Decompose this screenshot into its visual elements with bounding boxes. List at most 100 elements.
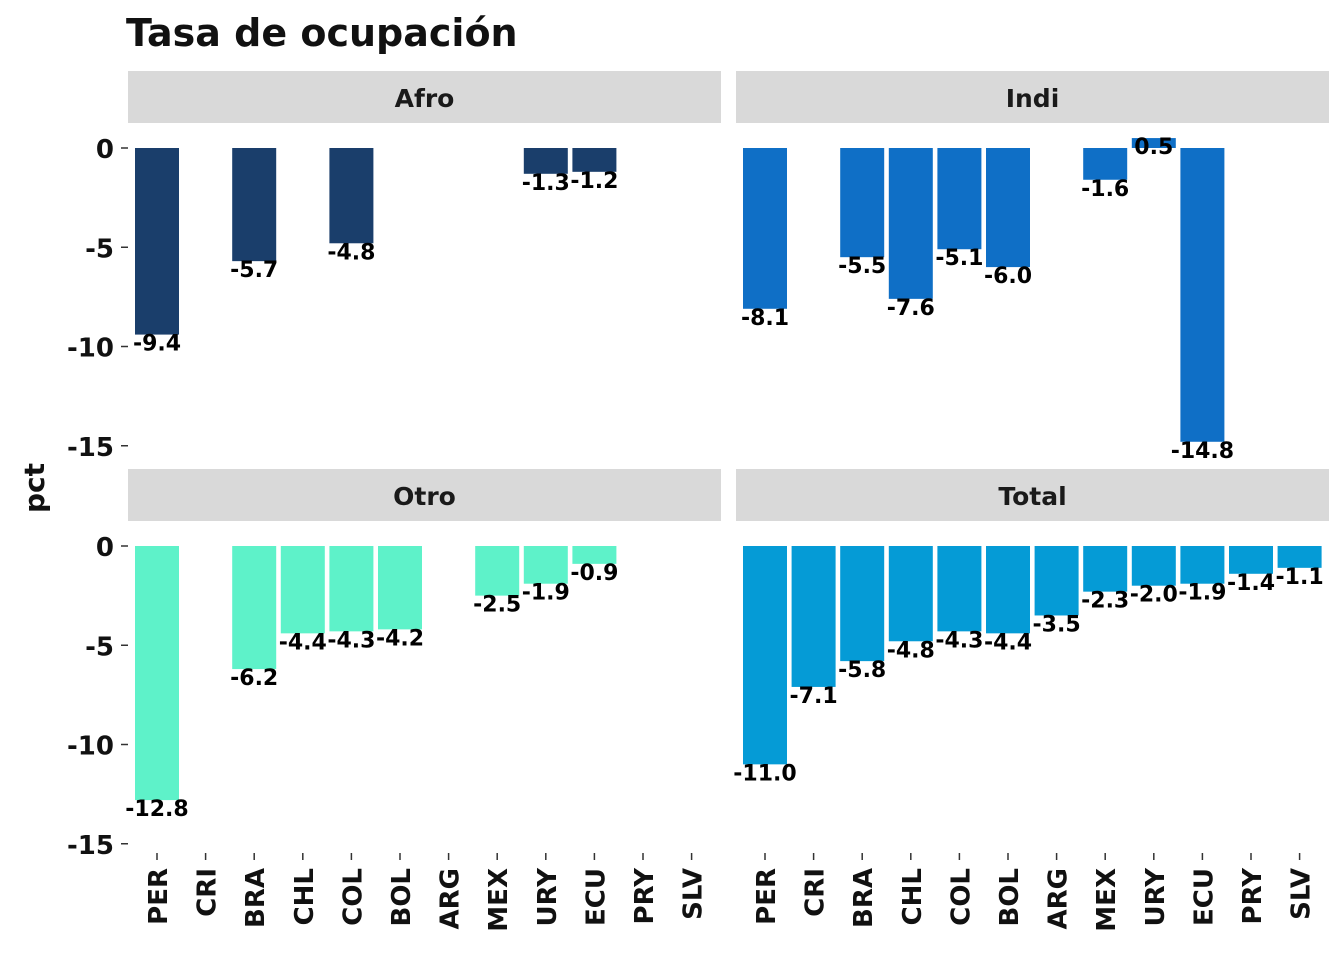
data-label: -3.5 [1033,612,1081,637]
facet-strip-label: Afro [395,84,455,113]
bar-slv [1277,546,1322,568]
facet-otro: Otro 0 -5 -10 -15 -12.8 -6.2-4.4 -4.3 -4.2 -2.5 -1… [67,469,721,932]
bar-cri [791,546,836,687]
x-tick-label: PRY [1238,867,1268,925]
data-label: -6.0 [984,264,1032,289]
data-label: -5.1 [935,246,983,271]
data-label: -5.7 [230,258,278,283]
x-tick-label: BOL [387,868,417,927]
bar-chl [888,546,933,642]
bar-ecu [572,148,617,172]
facet-strip [128,469,721,521]
bar-bra [232,148,277,262]
bar-ury [523,546,568,584]
data-label: -4.8 [327,240,375,265]
chart-title: Tasa de ocupación [126,11,518,55]
data-label: -4.4 [984,630,1032,655]
facet-total: Total -11.0 -7.1-5.8-4.8 -4.3 -4.4-3.5-2.3 -2… [733,469,1329,932]
data-label: -5.8 [838,658,886,683]
bar-bol [378,546,422,630]
x-tick-label: PRY [630,867,660,925]
facet-strip-label: Indi [1006,84,1060,113]
data-label: -4.4 [279,630,327,655]
bar-col [329,546,374,632]
bar-ecu [1180,546,1225,584]
x-tick-label: SLV [1287,868,1317,920]
facet-strip [128,71,721,123]
bar-bol [986,546,1030,634]
data-label: -8.1 [741,306,789,331]
bar-per [135,546,179,801]
x-tick-label: URY [533,867,563,927]
y-tick-label: -15 [67,433,114,463]
y-tick-label: -5 [85,632,114,662]
bar-pry [1229,546,1273,574]
facet-indi: Indi -8.1 -5.5-7.6-5.1-6.0 -1.60.5 -14.8 [736,71,1329,464]
y-tick-label: -5 [85,234,114,264]
bar-bra [232,546,277,670]
data-label: -9.4 [133,332,181,357]
data-label: -6.2 [230,666,278,691]
x-tick-label: CHL [898,868,928,925]
bar-arg [1034,546,1079,616]
x-tick-label: BOL [995,868,1025,927]
bar-col [937,148,982,250]
facet-strip [736,71,1329,123]
x-tick-label: URY [1141,867,1171,927]
data-label: -1.3 [522,171,570,196]
data-label: -1.9 [522,581,570,606]
y-tick-label: -10 [67,334,114,364]
x-tick-label: ECU [581,868,611,926]
x-tick-label: SLV [679,868,709,920]
data-label: -2.3 [1081,589,1129,614]
x-tick-label: CRI [193,868,223,917]
data-label: -1.9 [1178,581,1226,606]
bar-per [135,148,179,335]
bar-bra [840,148,885,258]
data-label: -11.0 [733,761,796,786]
bar-mex [1083,148,1128,180]
x-tick-label: CHL [290,868,320,925]
data-label: -4.2 [376,626,424,651]
data-label: -1.2 [570,169,618,194]
x-tick-label: PER [752,868,782,925]
data-label: -2.5 [473,593,521,618]
data-label: -7.1 [790,684,838,709]
data-label: 0.5 [1134,135,1173,160]
bar-per [743,148,787,309]
data-label: -14.8 [1171,439,1234,464]
bar-ecu [1180,148,1225,442]
x-tick-label: BRA [241,868,271,928]
x-tick-label: BRA [849,868,879,928]
facet-afro: Afro 0 -5 -10 -15 -9.4 -5.7 -4.8 -1.3 -1.2 [67,71,721,463]
x-tick-label: MEX [484,868,514,932]
bar-col [937,546,982,632]
data-label: -1.1 [1276,565,1324,590]
x-tick-label: CRI [801,868,831,917]
bar-col [329,148,374,244]
bar-per [743,546,787,765]
x-tick-label: MEX [1092,868,1122,932]
bar-ury [1131,138,1176,148]
data-label: -7.6 [887,296,935,321]
data-label: -2.0 [1130,583,1178,608]
x-tick-label: COL [946,868,976,926]
y-tick-label: 0 [96,135,114,165]
bar-bra [840,546,885,662]
bar-mex [1083,546,1128,592]
data-label: -4.3 [327,628,375,653]
facet-strip-label: Total [998,482,1066,511]
data-label: -0.9 [570,561,618,586]
data-label: -1.6 [1081,177,1129,202]
data-label: -1.4 [1227,571,1275,596]
y-axis-title: pct [18,463,51,513]
x-tick-label: ARG [436,868,466,929]
x-tick-label: ECU [1189,868,1219,926]
bar-bol [986,148,1030,268]
bar-chl [280,546,325,634]
y-tick-label: -15 [67,831,114,861]
x-tick-label: COL [338,868,368,926]
bar-ecu [572,546,617,564]
bar-mex [475,546,520,596]
